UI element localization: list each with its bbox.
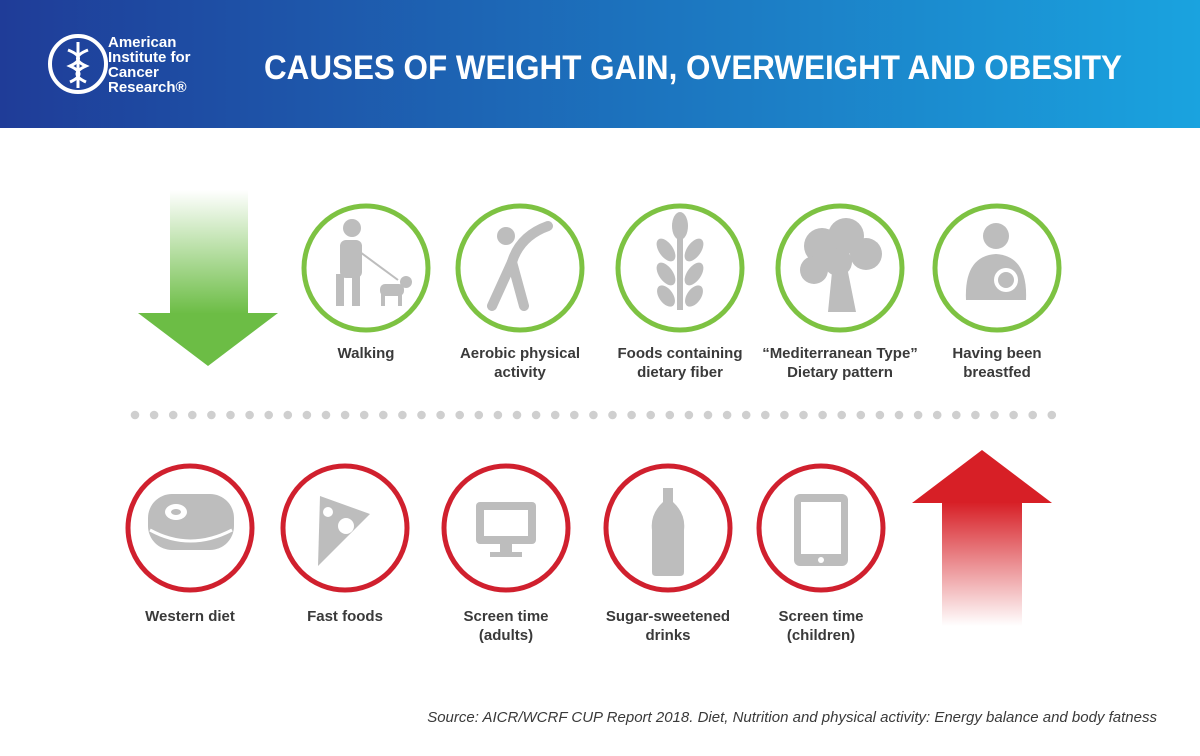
dot bbox=[417, 410, 426, 420]
dot bbox=[455, 410, 465, 420]
dot bbox=[398, 410, 407, 420]
item-label: (children) bbox=[787, 627, 855, 644]
icon-bottle bbox=[651, 488, 685, 576]
item-label: Sugar-sweetened bbox=[606, 608, 730, 625]
dot bbox=[913, 410, 923, 420]
dot bbox=[894, 410, 904, 420]
dot bbox=[932, 410, 942, 420]
dot bbox=[627, 410, 636, 420]
dot bbox=[722, 410, 732, 420]
dot bbox=[226, 410, 235, 420]
dot bbox=[283, 410, 293, 420]
dot bbox=[149, 410, 159, 420]
item-label: “Mediterranean Type” bbox=[762, 345, 918, 362]
dot bbox=[1028, 410, 1037, 420]
icon-monitor bbox=[476, 502, 536, 557]
item-label: (adults) bbox=[479, 627, 533, 644]
dot bbox=[818, 410, 827, 420]
dot bbox=[531, 410, 541, 420]
dot bbox=[302, 410, 312, 420]
dot bbox=[340, 410, 350, 420]
item-label: breastfed bbox=[963, 364, 1031, 381]
org-line: Cancer bbox=[108, 64, 159, 81]
dot bbox=[875, 410, 885, 420]
dot bbox=[168, 410, 178, 420]
org-line: Institute for bbox=[108, 49, 191, 66]
dot bbox=[130, 410, 140, 420]
icon-breastfed bbox=[965, 223, 1027, 300]
dot bbox=[589, 410, 598, 420]
dot bbox=[512, 410, 522, 420]
dot bbox=[990, 410, 999, 420]
dot bbox=[646, 410, 655, 420]
increase-arrow bbox=[912, 450, 1052, 626]
dot bbox=[245, 410, 254, 420]
icon-tablet bbox=[794, 494, 848, 566]
icon-ring bbox=[301, 203, 431, 333]
source: Source: AICR/WCRF CUP Report 2018. Diet,… bbox=[427, 709, 1157, 726]
title: CAUSES OF WEIGHT GAIN, OVERWEIGHT AND OB… bbox=[264, 49, 1122, 87]
dot bbox=[493, 410, 503, 420]
item-label: Foods containing bbox=[618, 345, 743, 362]
dot bbox=[703, 410, 713, 420]
item-label: Aerobic physical bbox=[460, 345, 580, 362]
dot bbox=[436, 410, 445, 420]
dot bbox=[665, 410, 675, 420]
header-band bbox=[0, 0, 1200, 128]
dot bbox=[264, 410, 274, 420]
item-label: dietary fiber bbox=[637, 364, 723, 381]
dot bbox=[321, 410, 331, 420]
item-label: Dietary pattern bbox=[787, 364, 893, 381]
decrease-arrow bbox=[138, 190, 278, 366]
dot bbox=[359, 410, 369, 420]
logo bbox=[48, 34, 108, 94]
dot bbox=[474, 410, 484, 420]
dot bbox=[570, 410, 579, 420]
dot bbox=[741, 410, 751, 420]
icon-fiber bbox=[656, 212, 704, 310]
dot bbox=[684, 410, 694, 420]
item-label: Western diet bbox=[145, 608, 235, 625]
item-label: Screen time bbox=[778, 608, 863, 625]
icon-ring bbox=[455, 203, 585, 333]
item-label: Having been bbox=[952, 345, 1041, 362]
dot bbox=[1047, 410, 1057, 420]
dot bbox=[799, 410, 808, 420]
icon-pizza bbox=[318, 496, 370, 566]
divider bbox=[130, 410, 1057, 420]
dot bbox=[550, 410, 560, 420]
icon-broccoli bbox=[800, 218, 882, 312]
item-label: drinks bbox=[645, 627, 690, 644]
dot bbox=[856, 410, 866, 420]
dot bbox=[608, 410, 617, 420]
item-label: Screen time bbox=[463, 608, 548, 625]
icon-steak bbox=[148, 494, 234, 550]
dot bbox=[1009, 410, 1018, 420]
org-line: American bbox=[108, 34, 176, 51]
item-label: activity bbox=[494, 364, 546, 381]
dot bbox=[379, 410, 388, 420]
dot bbox=[837, 410, 846, 420]
dot bbox=[780, 410, 789, 420]
dot bbox=[761, 410, 770, 420]
dot bbox=[188, 410, 197, 420]
item-label: Fast foods bbox=[307, 608, 383, 625]
dot bbox=[971, 410, 980, 420]
item-label: Walking bbox=[338, 345, 395, 362]
org-line: Research® bbox=[108, 79, 187, 96]
dot bbox=[952, 410, 961, 420]
icon-walking bbox=[336, 219, 412, 306]
dot bbox=[207, 410, 216, 420]
icon-aerobic bbox=[487, 221, 553, 311]
